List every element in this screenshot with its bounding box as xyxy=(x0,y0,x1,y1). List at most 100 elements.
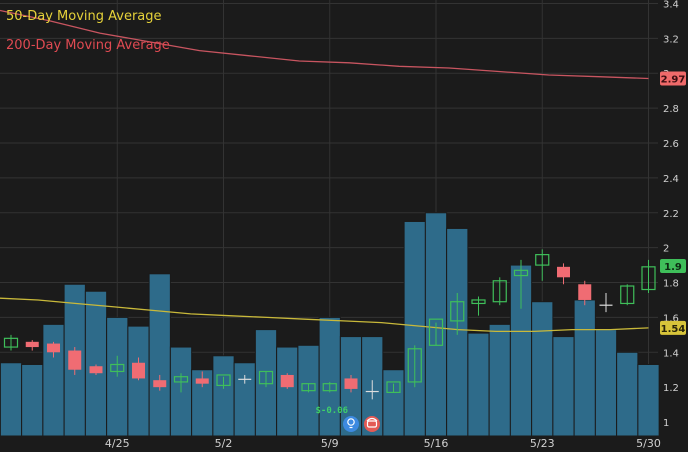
candle-body xyxy=(3,337,19,348)
candle xyxy=(68,347,82,375)
candle-body xyxy=(47,343,60,353)
candle xyxy=(407,345,422,388)
candle-body xyxy=(132,362,145,379)
volume-bar xyxy=(552,336,575,437)
volume-bar xyxy=(594,329,618,437)
conference-call-icon[interactable] xyxy=(364,416,380,432)
y-tick-label: 3.4 xyxy=(663,0,679,10)
candle xyxy=(280,373,294,389)
volume-bar xyxy=(531,301,554,437)
volume-bar xyxy=(127,325,150,437)
candle xyxy=(599,292,613,313)
candle xyxy=(173,373,189,393)
value-badge-ma200: 2.97 xyxy=(660,71,686,86)
candle xyxy=(132,357,145,381)
y-tick-label: 2.8 xyxy=(663,104,679,115)
volume-bar xyxy=(148,273,171,437)
legend-200-day: 200-Day Moving Average xyxy=(6,38,170,53)
candle-body xyxy=(641,266,656,291)
y-tick-label: 1.4 xyxy=(663,348,679,359)
candle xyxy=(513,259,529,309)
x-tick-label: 5/23 xyxy=(530,437,555,450)
volume-bar xyxy=(0,362,23,437)
x-tick-label: 5/30 xyxy=(636,437,661,450)
volume-bar xyxy=(382,369,405,437)
candle-body xyxy=(535,254,550,266)
value-badge-bg xyxy=(660,71,686,86)
ma50-line xyxy=(0,297,649,333)
candle xyxy=(344,374,358,393)
value-badge-label: 2.97 xyxy=(661,74,686,85)
volume-bar xyxy=(276,346,299,437)
volume-bar xyxy=(318,316,341,437)
y-tick-label: 3.2 xyxy=(663,34,679,45)
candle xyxy=(258,370,274,388)
candle xyxy=(89,364,103,375)
candle-body xyxy=(89,366,103,374)
y-tick-label: 2.4 xyxy=(663,174,679,185)
candle xyxy=(535,249,550,281)
value-badge-bg xyxy=(660,320,686,335)
value-badge-bg xyxy=(660,258,686,273)
candle-body xyxy=(173,376,189,383)
legend-200-day-label: 200-Day Moving Average xyxy=(6,38,170,53)
volume-bar xyxy=(21,363,44,437)
candle xyxy=(365,380,379,400)
value-badge-price: 1.9 xyxy=(660,258,686,273)
ma200-line xyxy=(0,9,649,80)
y-tick-label: 1.2 xyxy=(663,383,679,394)
candle xyxy=(322,381,337,393)
candle-body xyxy=(450,301,465,322)
candle-body xyxy=(407,348,422,383)
volume-bar xyxy=(84,290,108,437)
candle-body xyxy=(557,266,570,278)
earnings-bulb-icon-bg xyxy=(343,416,359,432)
y-tick-label: 1.8 xyxy=(663,279,679,290)
candle xyxy=(195,371,209,388)
candle xyxy=(216,374,231,389)
x-tick-label: 5/16 xyxy=(424,437,449,450)
value-badge-ma50: 1.54 xyxy=(660,320,686,335)
candle xyxy=(47,341,60,358)
candle xyxy=(3,334,19,351)
candle-body xyxy=(216,374,231,387)
value-badge-label: 1.9 xyxy=(664,262,682,273)
candle-body xyxy=(258,370,274,385)
candle-body xyxy=(25,341,39,348)
candle-body xyxy=(620,285,635,305)
volume-bar xyxy=(488,323,511,437)
volume-bar xyxy=(637,363,660,437)
candle-body xyxy=(110,363,125,373)
x-tick-label: 4/25 xyxy=(105,437,130,450)
candle-body xyxy=(471,299,486,305)
candle xyxy=(641,259,656,293)
candle xyxy=(471,296,486,316)
volume-bar xyxy=(467,332,490,437)
candle-body xyxy=(578,284,592,300)
candle-body xyxy=(322,383,337,392)
candle-body xyxy=(344,378,358,389)
earnings-bulb-icon-glass xyxy=(347,418,355,426)
volume-bar xyxy=(403,220,426,437)
candle xyxy=(578,280,592,306)
candle-body xyxy=(301,383,316,392)
candle-body xyxy=(386,381,401,394)
candle-body xyxy=(68,350,82,370)
volume-bar xyxy=(42,323,65,437)
candle xyxy=(492,277,507,306)
candle-body xyxy=(492,280,507,303)
earnings-bulb-icon[interactable] xyxy=(343,416,359,432)
candle xyxy=(25,340,39,351)
y-tick-label: 1.6 xyxy=(663,313,679,324)
y-tick-label: 1 xyxy=(663,418,669,429)
candle xyxy=(428,318,444,346)
candle-body xyxy=(280,374,294,388)
volume-bar xyxy=(616,351,639,437)
y-tick-label: 2 xyxy=(663,244,669,255)
volume-bar xyxy=(212,355,235,437)
x-tick-label: 5/9 xyxy=(321,437,339,450)
earnings-label: $-0.06 xyxy=(315,406,348,416)
candle-body xyxy=(428,318,444,346)
